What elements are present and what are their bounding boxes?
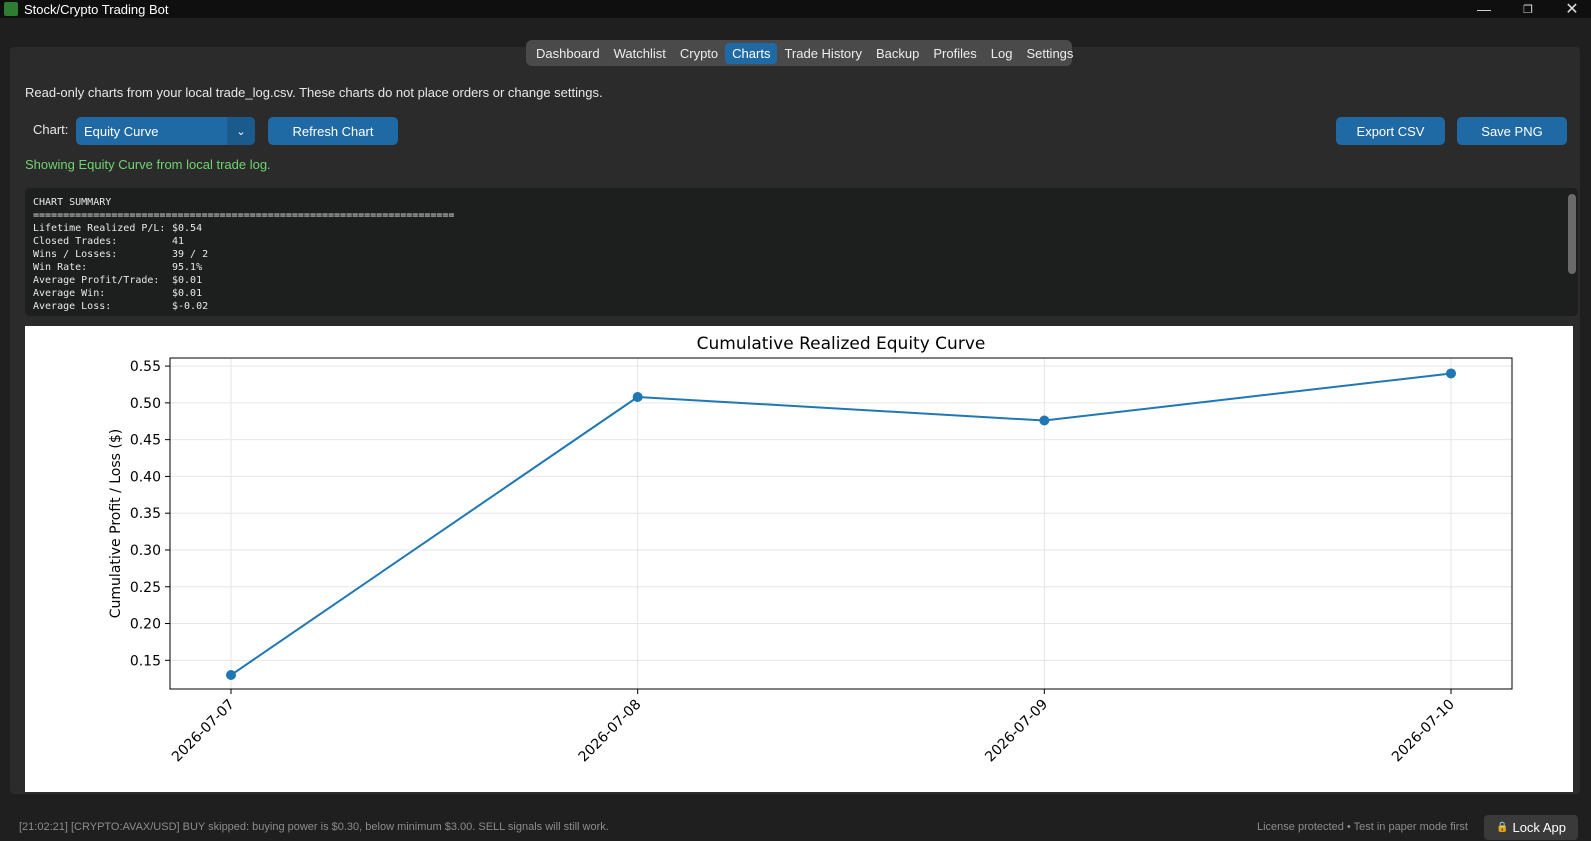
summary-row-label: Win Rate: <box>33 262 88 273</box>
summary-row-value: $-0.02 <box>172 301 209 312</box>
app-icon <box>4 2 18 16</box>
summary-row: Lifetime Realized P/L: $0.54 <box>33 223 202 234</box>
chart-select-label: Chart: <box>33 122 69 137</box>
tab-charts[interactable]: Charts <box>725 42 778 64</box>
y-tick-label: 0.55 <box>130 359 161 375</box>
y-tick-label: 0.15 <box>130 653 161 669</box>
chart-title: Cumulative Realized Equity Curve <box>697 334 986 354</box>
y-axis-label: Cumulative Profit / Loss ($) <box>108 429 124 618</box>
summary-row: Wins / Losses: 39 / 2 <box>33 249 208 260</box>
info-text: Read-only charts from your local trade_l… <box>25 85 603 100</box>
x-tick-label: 2026-07-10 <box>1389 697 1458 766</box>
plot-frame <box>169 357 1513 690</box>
data-point <box>1039 415 1050 426</box>
title-bar: Stock/Crypto Trading Bot — ❐ ✕ <box>0 0 1591 18</box>
tab-log[interactable]: Log <box>990 45 1013 61</box>
lock-icon: 🔒 <box>1496 822 1509 833</box>
summary-row: Average Loss: $-0.02 <box>33 301 208 312</box>
summary-row: Average Profit/Trade: $0.01 <box>33 275 202 286</box>
y-tick-label: 0.25 <box>130 580 161 596</box>
tab-settings[interactable]: Settings <box>1026 45 1074 61</box>
summary-row-value: 41 <box>172 236 185 247</box>
tab-crypto[interactable]: Crypto <box>679 45 719 61</box>
summary-row-value: $0.01 <box>172 288 203 299</box>
lock-app-button[interactable]: 🔒 Lock App <box>1484 815 1578 840</box>
summary-row-value: $0.01 <box>172 275 203 286</box>
summary-row-label: Average Win: <box>33 288 106 299</box>
summary-row-label: Average Loss: <box>33 301 112 312</box>
footer-log-text: [21:02:21] [CRYPTO:AVAX/USD] BUY skipped… <box>19 821 609 833</box>
series-line <box>230 372 1452 676</box>
chart-summary-box: CHART SUMMARY ==========================… <box>25 188 1578 316</box>
summary-row-label: Average Profit/Trade: <box>33 275 160 286</box>
refresh-chart-button[interactable]: Refresh Chart <box>268 117 398 145</box>
summary-row-value: $0.54 <box>172 223 203 234</box>
summary-row: Average Win: $0.01 <box>33 288 202 299</box>
data-point <box>226 670 236 681</box>
lock-app-label: Lock App <box>1512 820 1566 835</box>
tab-dashboard[interactable]: Dashboard <box>536 45 600 61</box>
summary-separator: ========================================… <box>33 210 455 221</box>
chevron-down-icon[interactable]: ⌄ <box>227 117 255 145</box>
summary-text: CHART SUMMARY ==========================… <box>33 196 454 313</box>
tab-watchlist[interactable]: Watchlist <box>613 45 666 61</box>
summary-row-label: Wins / Losses: <box>33 249 118 260</box>
summary-scrollbar[interactable] <box>1568 194 1576 274</box>
equity-chart: 0.15 0.20 0.25 0.30 0.35 0.40 0.45 0.50 0.55 2026… <box>108 334 1513 766</box>
x-tick-label: 2026-07-07 <box>169 697 238 766</box>
export-csv-button[interactable]: Export CSV <box>1336 117 1445 145</box>
status-text: Showing Equity Curve from local trade lo… <box>25 157 271 172</box>
y-tick-label: 0.20 <box>130 617 161 633</box>
x-tick-label: 2026-07-08 <box>576 697 645 766</box>
tab-backup[interactable]: Backup <box>876 45 920 61</box>
y-tick-label: 0.45 <box>130 433 161 449</box>
y-tick-label: 0.35 <box>130 506 161 522</box>
window-title: Stock/Crypto Trading Bot <box>24 1 169 17</box>
chart-select[interactable]: Equity Curve ⌄ <box>76 117 255 145</box>
close-icon[interactable]: ✕ <box>1565 1 1579 18</box>
y-tick-label: 0.40 <box>130 469 161 485</box>
summary-row: Closed Trades: 41 <box>33 236 184 247</box>
tab-trade-history[interactable]: Trade History <box>784 45 862 61</box>
data-point <box>632 391 643 402</box>
summary-row-value: 39 / 2 <box>172 249 209 260</box>
chart-area: 0.15 0.20 0.25 0.30 0.35 0.40 0.45 0.50 0.55 2026… <box>25 326 1573 792</box>
summary-row: Win Rate: 95.1% <box>33 262 202 273</box>
y-tick-label: 0.50 <box>130 396 161 412</box>
chart-select-value: Equity Curve <box>84 123 159 139</box>
maximize-icon[interactable]: ❐ <box>1523 3 1533 16</box>
minimize-icon[interactable]: — <box>1477 1 1491 17</box>
y-tick-label: 0.30 <box>130 543 161 559</box>
tab-bar: Dashboard Watchlist Crypto Charts Trade Hist… <box>526 40 1073 66</box>
summary-title: CHART SUMMARY <box>33 197 112 208</box>
x-tick-label: 2026-07-09 <box>982 697 1051 766</box>
save-png-button[interactable]: Save PNG <box>1457 117 1567 145</box>
summary-row-value: 95.1% <box>172 262 203 273</box>
tab-profiles[interactable]: Profiles <box>933 45 977 61</box>
license-text: License protected • Test in paper mode f… <box>1257 821 1468 833</box>
summary-row-label: Closed Trades: <box>33 236 118 247</box>
summary-row-label: Lifetime Realized P/L: <box>33 223 166 234</box>
data-point <box>1446 368 1456 379</box>
